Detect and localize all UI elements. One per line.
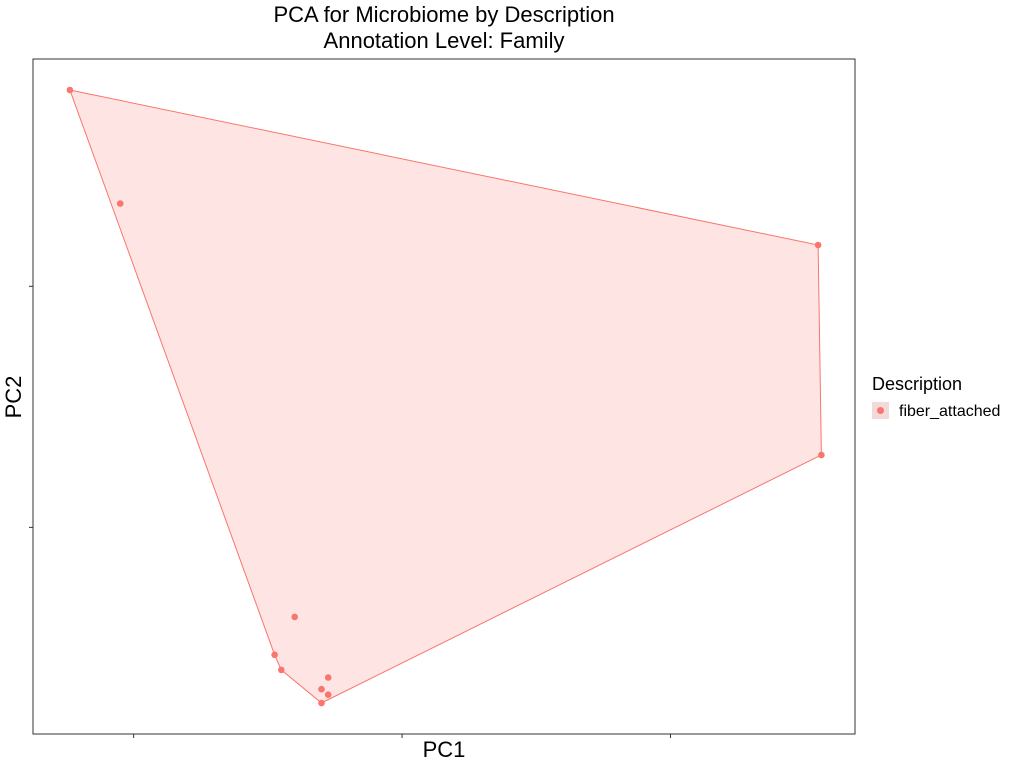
plot-border [32, 58, 856, 735]
legend-title: Description [872, 374, 962, 394]
legend-label-fiber-attached: fiber_attached [899, 403, 1000, 420]
plot-panel [33, 59, 855, 734]
legend-key-dot [877, 407, 884, 414]
data-point [324, 674, 332, 681]
chart-subtitle: Annotation Level: Family [324, 28, 565, 53]
data-point [66, 86, 74, 94]
plot-area [29, 58, 856, 738]
data-point [814, 241, 822, 249]
data-point [278, 666, 285, 674]
data-point [291, 613, 299, 621]
data-point [116, 200, 124, 207]
data-point [324, 691, 332, 698]
data-point [318, 699, 325, 707]
x-axis-title: PC1 [423, 737, 466, 762]
data-point [318, 685, 325, 693]
y-axis-ticks [29, 285, 33, 528]
point-layer [66, 86, 825, 707]
legend: Description fiber_attached [872, 374, 1000, 420]
x-axis-ticks [133, 734, 671, 738]
y-axis-title: PC2 [1, 376, 26, 419]
data-point [271, 651, 278, 659]
chart-title: PCA for Microbiome by Description [273, 2, 614, 27]
data-point [818, 451, 825, 459]
